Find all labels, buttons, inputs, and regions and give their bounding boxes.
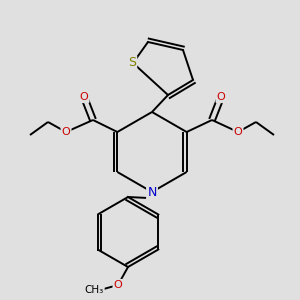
Text: S: S <box>128 56 136 70</box>
Text: O: O <box>217 92 225 102</box>
Text: O: O <box>114 280 122 290</box>
Text: O: O <box>80 92 88 102</box>
Text: N: N <box>147 185 157 199</box>
Text: O: O <box>61 127 70 137</box>
Text: O: O <box>234 127 242 137</box>
Text: CH₃: CH₃ <box>84 285 104 295</box>
